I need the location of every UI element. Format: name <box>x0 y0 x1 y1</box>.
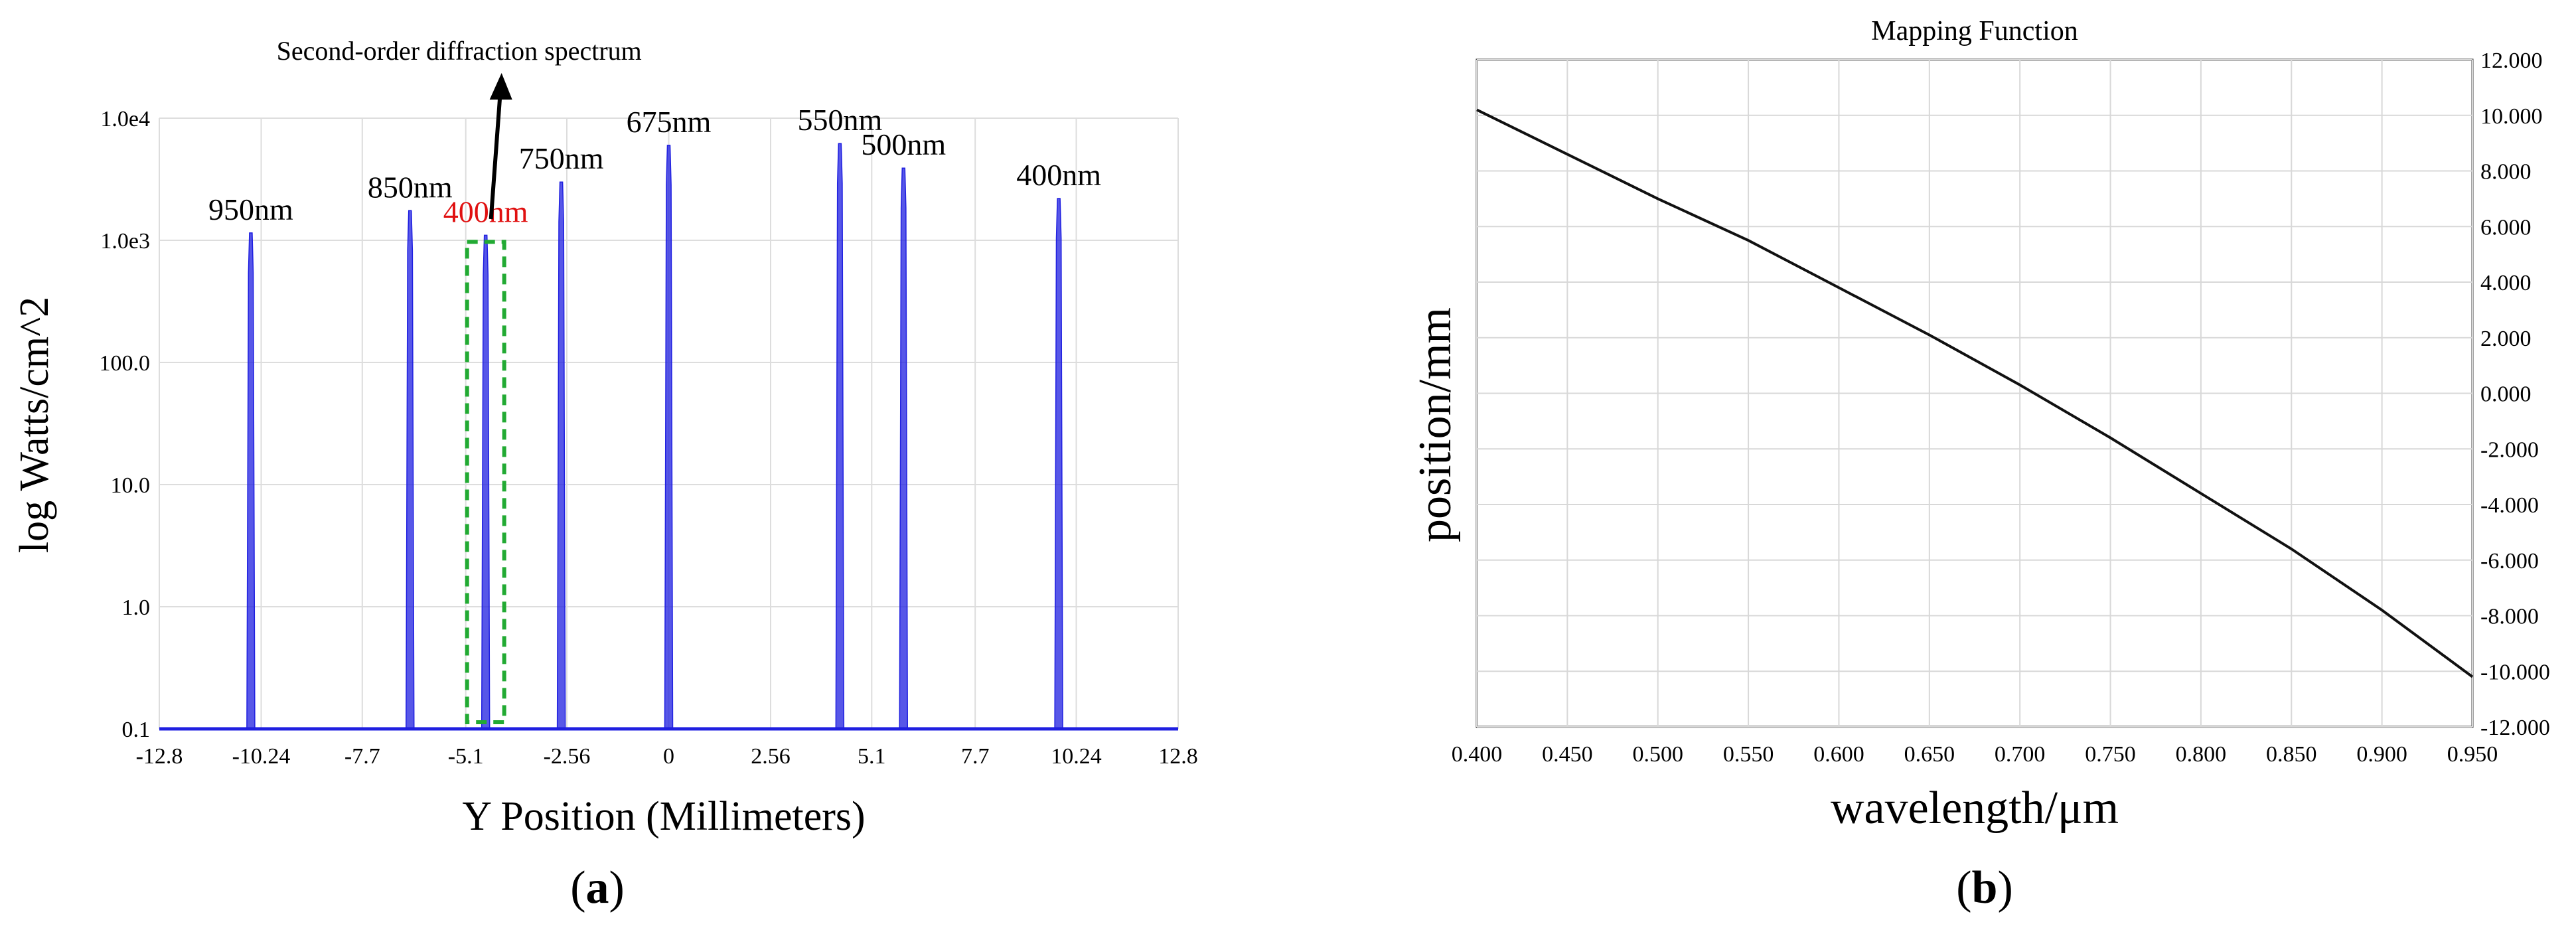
peak-label-a: 400nm <box>1016 158 1101 192</box>
annotation-arrow-line-a <box>489 92 502 220</box>
panel-label-paren-a: ) <box>609 862 625 913</box>
x-tick-label-a: 5.1 <box>858 744 886 769</box>
peak-label-a: 550nm <box>797 103 882 137</box>
x-axis-label-a: Y Position (Millimeters) <box>462 794 865 839</box>
y-tick-label-b: -4.000 <box>2480 493 2539 518</box>
x-tick-labels-b: 0.400 0.450 0.500 0.550 0.600 0.650 0.700 0.750… <box>1452 742 2498 767</box>
y-tick-label-b: -6.000 <box>2480 549 2539 574</box>
peak-label-a: 750nm <box>519 141 604 175</box>
peak-mark-a <box>481 234 491 730</box>
x-tick-label-b: 0.500 <box>1632 742 1683 767</box>
annotation-a: Second-order diffraction spectrum <box>277 36 642 725</box>
y-tick-label-b: 8.000 <box>2480 160 2532 185</box>
panel-label-letter-a: a <box>586 862 609 913</box>
x-tick-label-b: 0.750 <box>2085 742 2136 767</box>
chart-title-b: Mapping Function <box>1871 16 2078 46</box>
panel-b-chart: 0.400 0.450 0.500 0.550 0.600 0.650 0.700 0.750… <box>1410 16 2550 913</box>
panel-a-chart: -12.8 -10.24 -7.7 -5.1 -2.56 0 2.56 5.1 7.7 10.24… <box>12 36 1198 913</box>
x-tick-label-a: -7.7 <box>344 744 380 769</box>
x-tick-label-a: 10.24 <box>1051 744 1102 769</box>
y-tick-label-b: -2.000 <box>2480 437 2539 462</box>
x-tick-label-b: 0.650 <box>1904 742 1955 767</box>
x-tick-label-b: 0.450 <box>1542 742 1593 767</box>
x-tick-label-a: -2.56 <box>544 744 591 769</box>
y-tick-label-b: -8.000 <box>2480 605 2539 629</box>
y-axis-label-a: log Watts/cm^2 <box>12 297 57 553</box>
peak-label-a: 500nm <box>861 127 946 161</box>
x-tick-label-b: 0.550 <box>1723 742 1774 767</box>
highlight-box-a <box>465 240 506 725</box>
y-tick-label-b: 12.000 <box>2480 48 2543 73</box>
panel-label-paren-a: ( <box>570 862 585 913</box>
y-tick-label-a: 1.0e4 <box>100 107 150 131</box>
y-tick-label-b: 0.000 <box>2480 382 2532 407</box>
peak-label-a: 400nm <box>443 194 528 228</box>
x-tick-label-b: 0.900 <box>2356 742 2407 767</box>
x-tick-label-b: 0.400 <box>1452 742 1503 767</box>
x-tick-label-b: 0.700 <box>1995 742 2046 767</box>
x-tick-label-b: 0.600 <box>1813 742 1864 767</box>
y-tick-labels-b: 12.000 10.000 8.000 6.000 4.000 2.000 0.000 -2.… <box>2480 48 2550 740</box>
panel-label-a: (a) <box>570 862 625 913</box>
x-tick-label-b: 0.950 <box>2447 742 2498 767</box>
peak-mark-a <box>664 145 674 730</box>
x-tick-label-a: 12.8 <box>1158 744 1198 769</box>
y-axis-label-b: position/mm <box>1410 307 1461 542</box>
y-tick-labels-a: 0.1 1.0 10.0 100.0 1.0e3 1.0e4 <box>100 107 151 742</box>
panel-label-b: (b) <box>1956 862 2013 913</box>
y-tick-label-b: -12.000 <box>2480 716 2550 740</box>
peak-mark-a <box>835 143 845 730</box>
panel-label-letter-b: b <box>1972 862 1998 913</box>
y-tick-label-a: 100.0 <box>100 351 151 376</box>
peak-mark-a <box>246 232 256 730</box>
y-tick-label-b: 6.000 <box>2480 215 2532 240</box>
y-tick-label-b: 10.000 <box>2480 104 2543 129</box>
x-tick-label-a: -10.24 <box>232 744 291 769</box>
peak-mark-a <box>1054 198 1063 730</box>
panel-label-paren-b: ) <box>1997 862 2012 913</box>
grid-b <box>1476 59 2473 728</box>
annotation-text-a: Second-order diffraction spectrum <box>277 36 642 66</box>
peak-mark-a <box>406 210 415 730</box>
x-tick-label-a: 0 <box>663 744 674 769</box>
x-tick-label-a: 7.7 <box>961 744 990 769</box>
annotation-arrowhead-a <box>489 73 512 100</box>
peak-label-a: 675nm <box>627 105 712 139</box>
y-tick-label-b: 4.000 <box>2480 271 2532 295</box>
x-tick-label-a: -5.1 <box>448 744 484 769</box>
y-tick-label-a: 0.1 <box>122 718 151 742</box>
peak-label-a: 950nm <box>208 193 293 226</box>
x-tick-labels-a: -12.8 -10.24 -7.7 -5.1 -2.56 0 2.56 5.1 7.7 10.24… <box>136 744 1198 769</box>
panel-label-paren-b: ( <box>1956 862 1971 913</box>
peak-label-a: 850nm <box>368 170 453 204</box>
x-tick-label-b: 0.850 <box>2266 742 2317 767</box>
peak-mark-a <box>556 181 566 730</box>
y-tick-label-b: 2.000 <box>2480 327 2532 351</box>
y-tick-label-b: -10.000 <box>2480 660 2550 684</box>
y-tick-label-a: 1.0e3 <box>100 229 150 254</box>
peak-mark-a <box>899 167 909 730</box>
y-tick-label-a: 1.0 <box>122 595 151 620</box>
y-tick-label-a: 10.0 <box>111 473 151 498</box>
x-tick-label-a: -12.8 <box>136 744 183 769</box>
x-tick-label-b: 0.800 <box>2176 742 2227 767</box>
series-line-b <box>1476 108 2474 678</box>
x-axis-label-b: wavelength/μm <box>1831 783 2119 834</box>
x-tick-label-a: 2.56 <box>751 744 791 769</box>
